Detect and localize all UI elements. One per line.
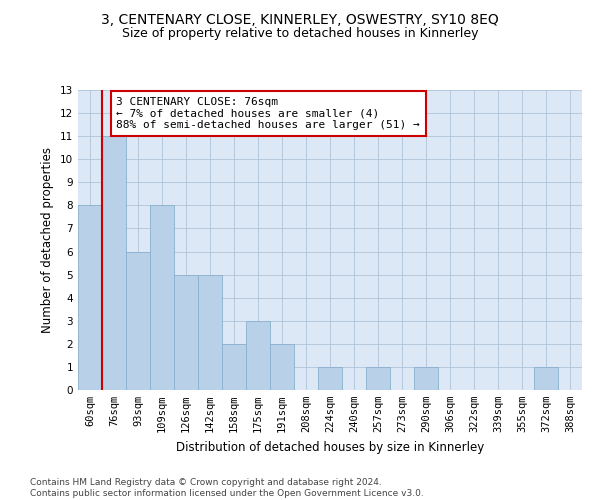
Bar — [198, 274, 222, 390]
Bar — [174, 274, 198, 390]
Bar — [246, 321, 270, 390]
Text: Contains HM Land Registry data © Crown copyright and database right 2024.
Contai: Contains HM Land Registry data © Crown c… — [30, 478, 424, 498]
Text: 3 CENTENARY CLOSE: 76sqm
← 7% of detached houses are smaller (4)
88% of semi-det: 3 CENTENARY CLOSE: 76sqm ← 7% of detache… — [116, 97, 420, 130]
Bar — [318, 367, 342, 390]
Bar — [102, 136, 126, 390]
Y-axis label: Number of detached properties: Number of detached properties — [41, 147, 55, 333]
Bar — [366, 367, 390, 390]
Text: Size of property relative to detached houses in Kinnerley: Size of property relative to detached ho… — [122, 28, 478, 40]
Text: 3, CENTENARY CLOSE, KINNERLEY, OSWESTRY, SY10 8EQ: 3, CENTENARY CLOSE, KINNERLEY, OSWESTRY,… — [101, 12, 499, 26]
Bar — [534, 367, 558, 390]
Bar — [270, 344, 294, 390]
Bar — [150, 206, 174, 390]
X-axis label: Distribution of detached houses by size in Kinnerley: Distribution of detached houses by size … — [176, 440, 484, 454]
Bar — [222, 344, 246, 390]
Bar — [78, 206, 102, 390]
Bar — [126, 252, 150, 390]
Bar — [414, 367, 438, 390]
